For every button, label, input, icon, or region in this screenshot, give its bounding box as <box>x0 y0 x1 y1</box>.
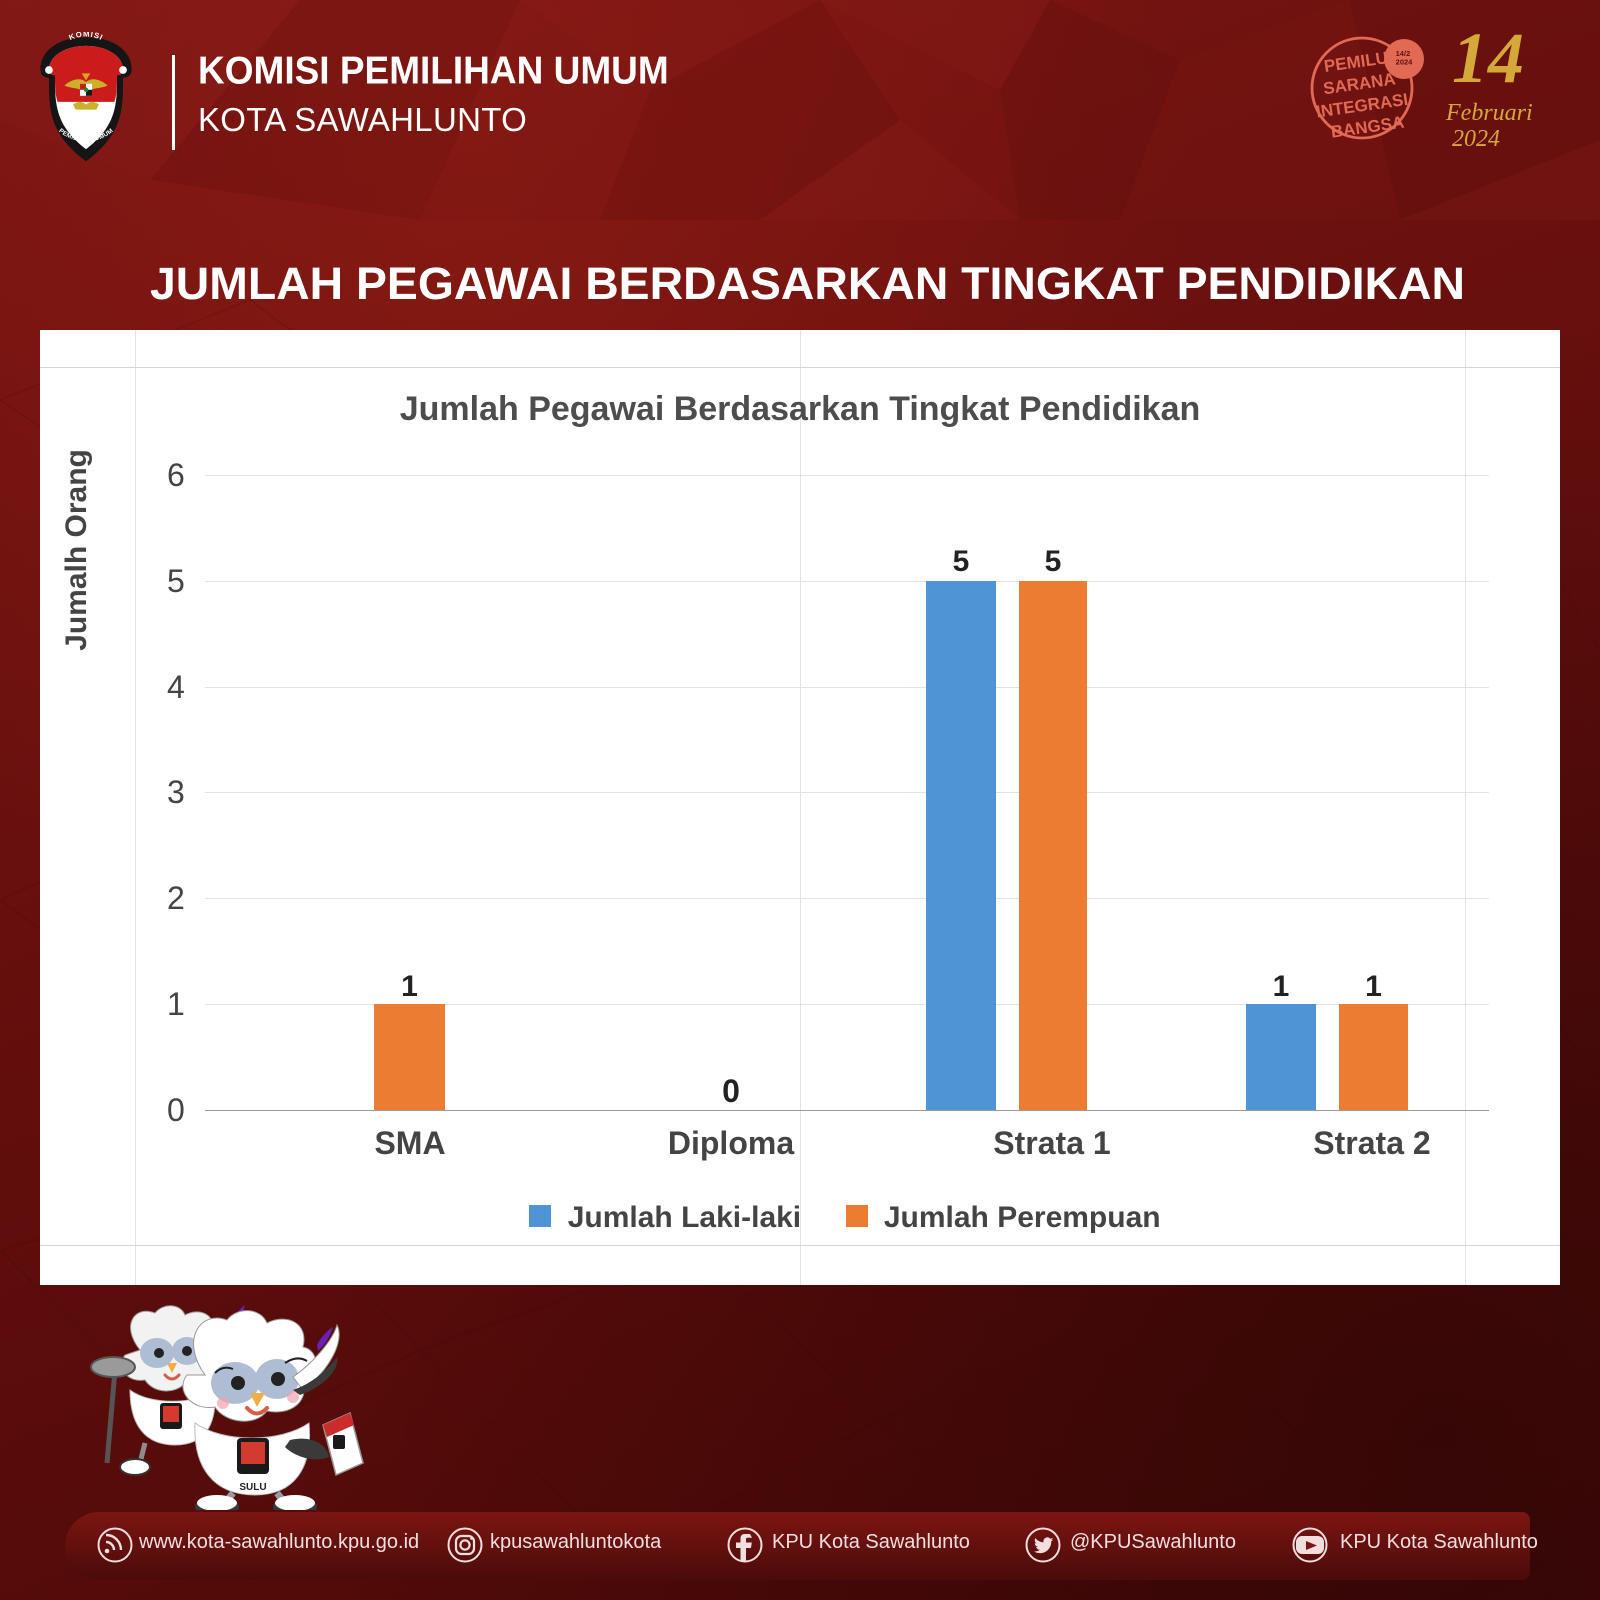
svg-text:SULU: SULU <box>239 1482 266 1493</box>
svg-text:14/2 2024: 14/2 2024 <box>1396 49 1414 67</box>
